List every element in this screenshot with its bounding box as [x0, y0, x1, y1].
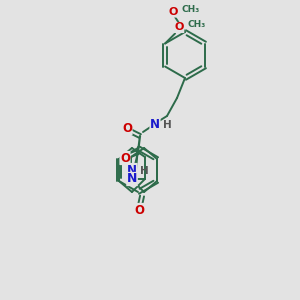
- Text: O: O: [120, 152, 130, 164]
- Text: CH₃: CH₃: [187, 20, 205, 29]
- Text: N: N: [127, 164, 137, 176]
- Text: H: H: [163, 120, 172, 130]
- Text: O: O: [168, 7, 178, 17]
- Text: N: N: [150, 118, 160, 130]
- Text: N: N: [127, 172, 137, 185]
- Text: O: O: [122, 122, 132, 134]
- Text: H: H: [140, 166, 149, 176]
- Text: O: O: [174, 22, 184, 32]
- Text: O: O: [134, 203, 144, 217]
- Text: CH₃: CH₃: [181, 4, 199, 14]
